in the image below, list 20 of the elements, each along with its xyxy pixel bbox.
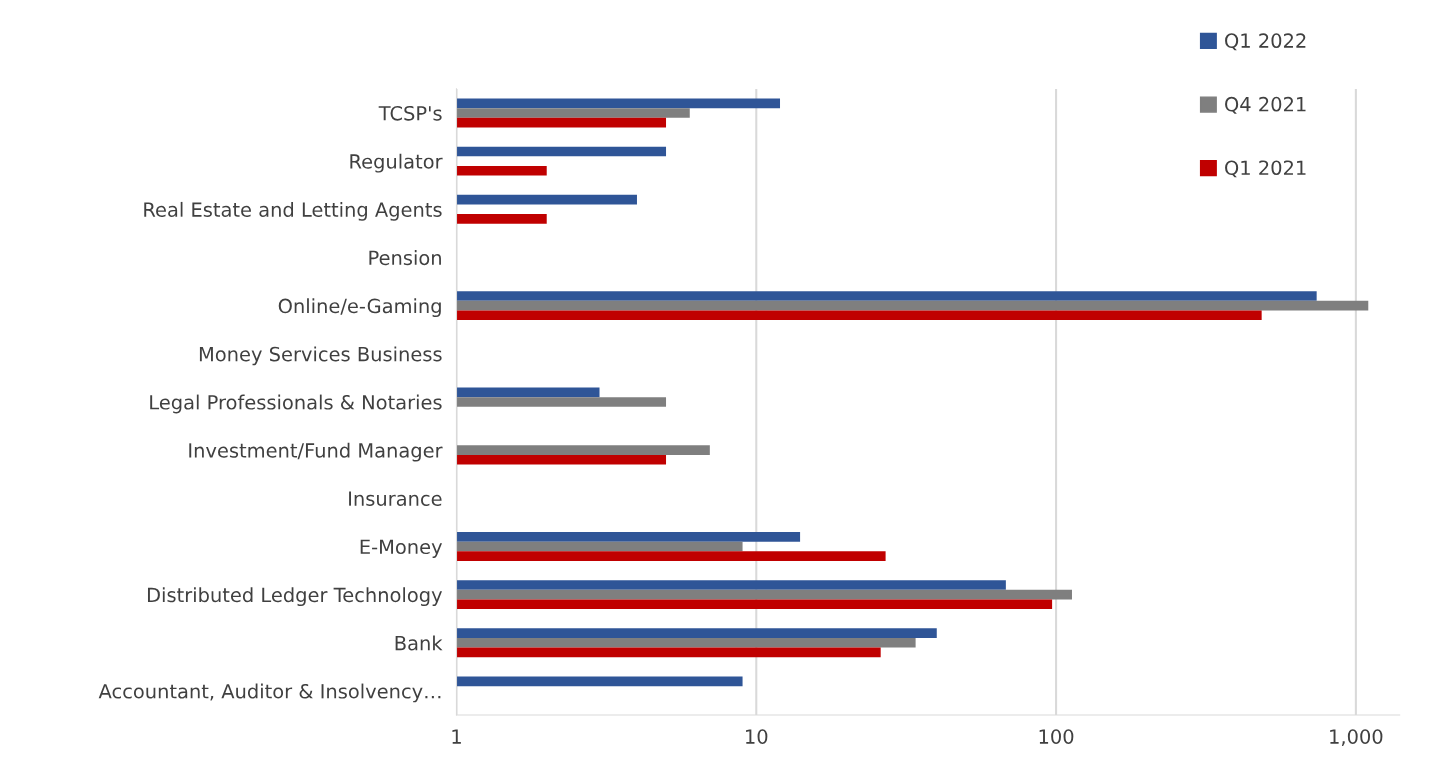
y-tick-label: E-Money <box>360 539 443 558</box>
x-tick-label: 100 <box>1039 729 1074 744</box>
y-tick-label: Bank <box>395 635 443 651</box>
y-tick-label: Real Estate and Letting Agents <box>144 201 442 221</box>
legend-label: Q4 2021 <box>1225 96 1306 114</box>
legend-label: Q1 2021 <box>1225 160 1306 178</box>
y-tick-label: Money Services Business <box>199 346 442 366</box>
y-tick-label: Regulator <box>350 153 443 173</box>
x-tick-label: 1 <box>452 729 461 744</box>
x-tick-label: 10 <box>746 729 768 744</box>
y-tick-label: Pension <box>369 250 441 266</box>
y-tick-label: Investment/Fund Manager <box>189 442 443 462</box>
y-tick-label: Accountant, Auditor & Insolvency… <box>98 683 441 703</box>
legend-label: Q1 2022 <box>1225 33 1306 51</box>
y-tick-label: Online/e-Gaming <box>278 298 441 318</box>
y-tick-label: Distributed Ledger Technology <box>147 587 443 607</box>
y-tick-label: TCSP's <box>378 105 442 121</box>
y-tick-label: Legal Professionals & Notaries <box>150 394 442 414</box>
y-tick-label: Insurance <box>349 491 442 506</box>
x-tick-label: 1,000 <box>1330 729 1383 746</box>
